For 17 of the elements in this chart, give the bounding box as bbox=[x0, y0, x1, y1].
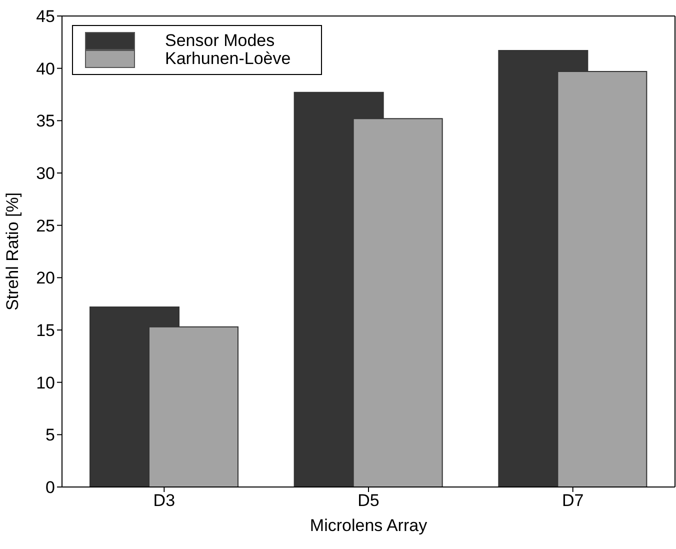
y-tick-label: 30 bbox=[36, 164, 55, 184]
y-tick-label: 40 bbox=[36, 59, 55, 78]
x-tick-label: D3 bbox=[153, 491, 176, 510]
y-tick-label: 10 bbox=[36, 373, 55, 392]
x-tick-label: D5 bbox=[358, 491, 380, 510]
y-axis-title: Strehl Ratio [%] bbox=[3, 192, 22, 311]
y-tick-label: 5 bbox=[46, 426, 55, 445]
y-tick-label: 15 bbox=[36, 321, 55, 340]
y-tick-label: 45 bbox=[36, 7, 55, 26]
y-tick-label: 35 bbox=[36, 112, 55, 131]
legend-label: Sensor Modes bbox=[165, 31, 275, 50]
x-tick-label: D7 bbox=[562, 491, 584, 510]
y-tick-label: 25 bbox=[36, 216, 55, 236]
legend-label: Karhunen-Loève bbox=[165, 49, 291, 68]
y-tick-label: 0 bbox=[46, 478, 55, 498]
x-axis-title: Microlens Array bbox=[310, 516, 428, 535]
y-tick-label: 20 bbox=[36, 268, 55, 288]
